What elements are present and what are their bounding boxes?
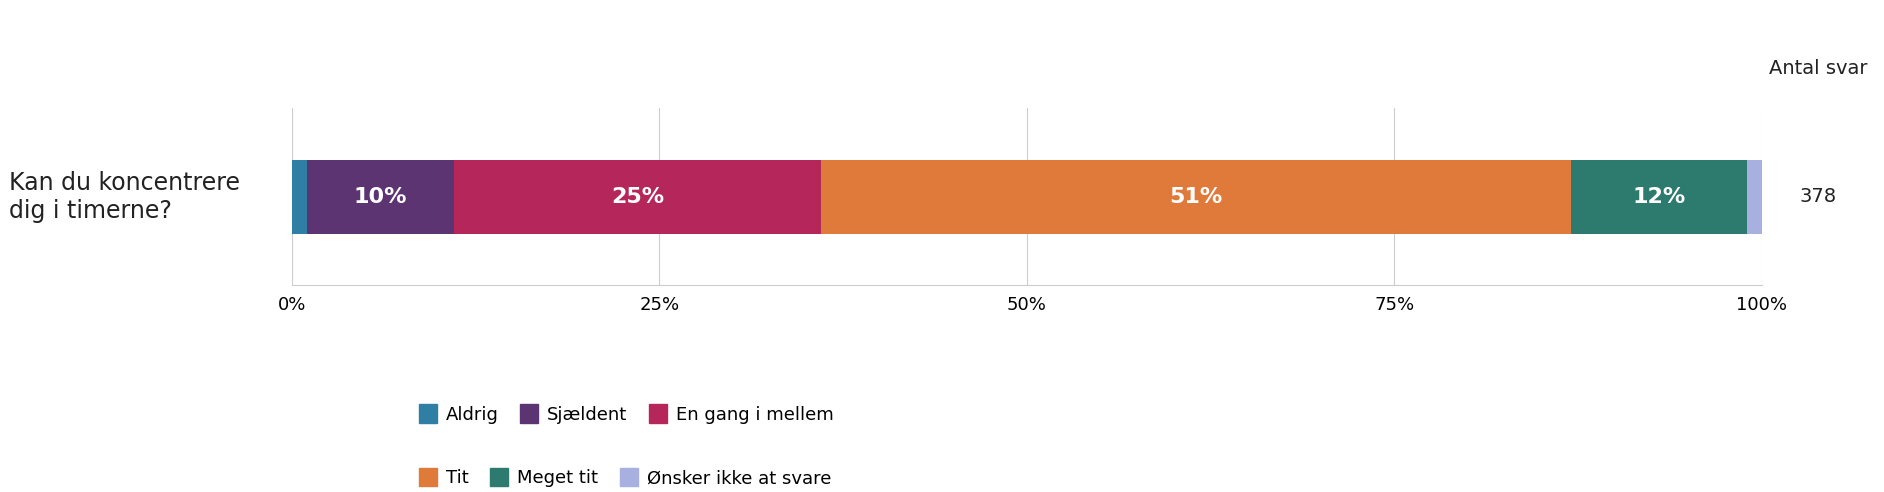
Legend: Tit, Meget tit, Ønsker ikke at svare: Tit, Meget tit, Ønsker ikke at svare <box>418 468 831 487</box>
Bar <box>1571 160 1746 234</box>
Bar <box>292 160 307 234</box>
Text: Kan du koncentrere
dig i timerne?: Kan du koncentrere dig i timerne? <box>9 171 241 223</box>
Text: Antal svar: Antal svar <box>1769 59 1867 78</box>
Text: 12%: 12% <box>1632 187 1686 207</box>
Text: 10%: 10% <box>354 187 407 207</box>
Bar <box>821 160 1571 234</box>
Bar <box>454 160 821 234</box>
Bar <box>307 160 454 234</box>
Text: 378: 378 <box>1799 187 1837 206</box>
Bar <box>1746 160 1762 234</box>
Text: 25%: 25% <box>610 187 663 207</box>
Text: 51%: 51% <box>1170 187 1223 207</box>
